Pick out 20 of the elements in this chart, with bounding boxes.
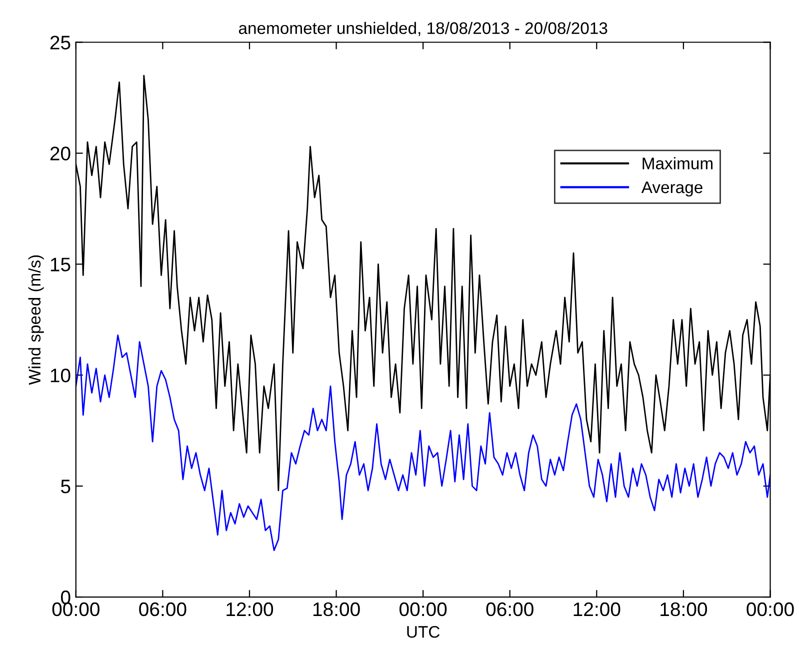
y-tick-label: 15 [50, 258, 70, 272]
x-axis-title: UTC [407, 626, 440, 638]
x-tick-label: 18:00 [660, 602, 708, 616]
x-tick-label: 06:00 [139, 602, 186, 616]
x-tick-label: 06:00 [486, 602, 534, 616]
y-axis-title: Wind speed (m/s) [28, 255, 44, 385]
y-tick-label: 20 [50, 146, 70, 160]
y-tick-label: 5 [61, 480, 70, 494]
y-tick-label: 25 [50, 36, 70, 50]
legend-label: Average [641, 182, 702, 197]
line-series [76, 334, 770, 552]
legend-label: Maximum [642, 157, 712, 170]
chart-title: anemometer unshielded, 18/08/2013 - 20/08/2013 [238, 22, 608, 36]
x-tick-label: 12:00 [226, 602, 274, 616]
x-tick-label: 00:00 [400, 602, 447, 616]
x-tick-label: 18:00 [313, 602, 360, 616]
x-tick-label: 00:00 [52, 602, 100, 616]
x-tick-label: 00:00 [746, 602, 794, 616]
y-tick-label: 10 [50, 368, 70, 382]
x-tick-label: 12:00 [574, 602, 620, 616]
